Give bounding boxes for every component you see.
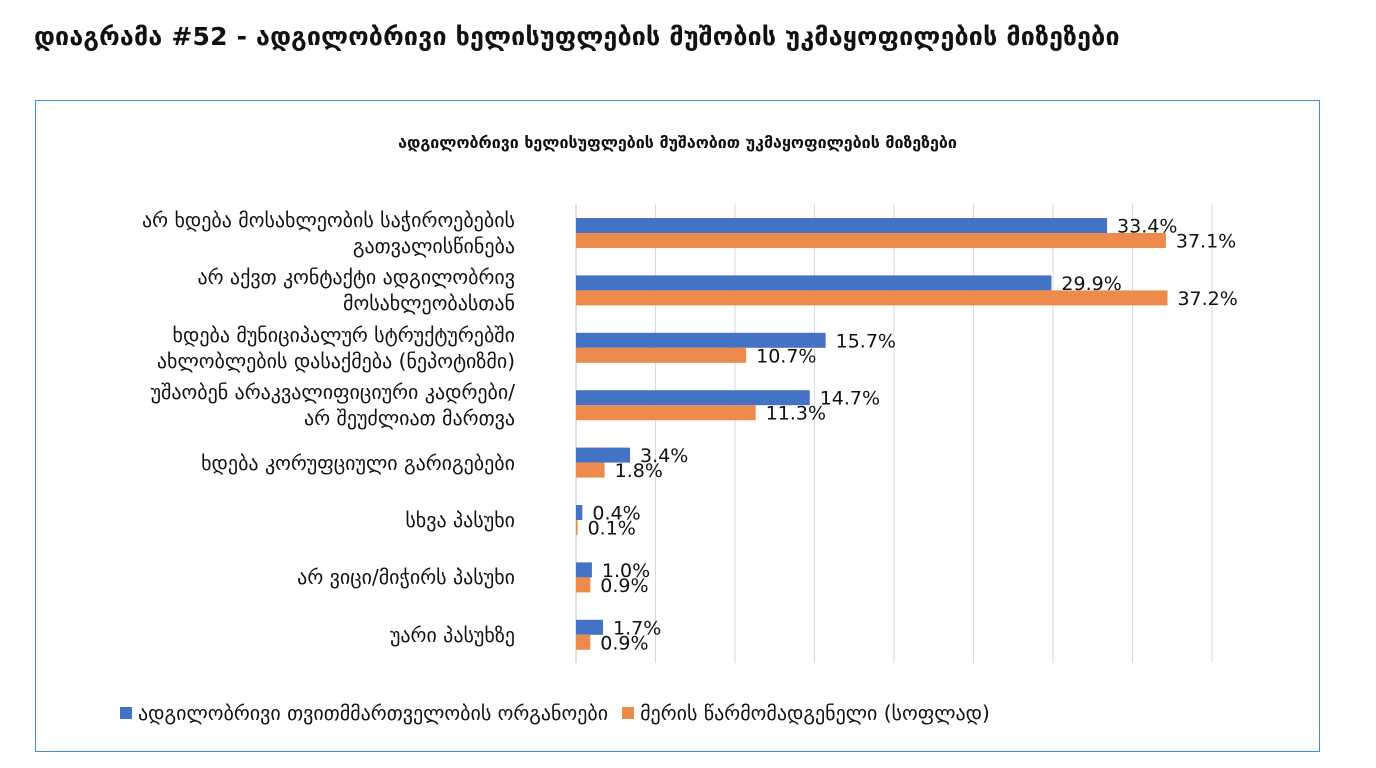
data-label-series-1-cat-3: 15.7% bbox=[836, 330, 896, 352]
legend-swatch-series-1 bbox=[120, 707, 132, 719]
data-label-series-1-cat-6: 0.4% bbox=[592, 503, 640, 525]
data-label-series-2-cat-7: 0.9% bbox=[600, 575, 648, 597]
bar-series-2-cat-8 bbox=[576, 634, 591, 650]
bar-series-1-cat-3 bbox=[576, 332, 826, 348]
chart-frame: ადგილობრივი ხელისუფლების მუშაობით უკმაყო… bbox=[35, 100, 1320, 752]
bar-series-1-cat-7 bbox=[576, 562, 592, 578]
category-label-line: არ ვიცი/მიჭირს პასუხი bbox=[297, 565, 515, 590]
bar-series-2-cat-2 bbox=[576, 290, 1168, 306]
bar-series-2-cat-6 bbox=[576, 520, 578, 535]
category-label-1: არ ხდება მოსახლეობის საჭიროებების გათვალი… bbox=[142, 207, 515, 259]
category-label-line: არ შეუძლიათ მართვა bbox=[304, 406, 515, 431]
category-label-line: ხდება კორუფციული გარიგებები bbox=[201, 450, 515, 475]
data-label-series-2-cat-8: 0.9% bbox=[600, 632, 648, 654]
data-label-series-2-cat-4: 11.3% bbox=[766, 403, 826, 425]
data-label-series-1-cat-1: 33.4% bbox=[1117, 216, 1177, 238]
bar-series-2-cat-7 bbox=[576, 577, 591, 593]
data-label-series-1-cat-4: 14.7% bbox=[820, 388, 880, 410]
data-label-series-2-cat-6: 0.1% bbox=[588, 518, 636, 540]
category-label-line: ხდება მუნიციპალურ სტრუქტურებში bbox=[172, 322, 515, 347]
category-label-6: სხვა პასუხი bbox=[405, 507, 515, 533]
page-title: დიაგრამა #52 - ადგილობრივი ხელისუფლების … bbox=[34, 22, 1120, 51]
data-label-series-1-cat-8: 1.7% bbox=[613, 617, 661, 639]
data-label-series-1-cat-2: 29.9% bbox=[1061, 273, 1121, 295]
bar-plot: 33.4% 29.9% 15.7% 14.7% 3.4% 0.4% 1.0% 1.7% 37.1… bbox=[575, 204, 1238, 663]
legend: ადგილობრივი თვითმმართველობის ორგანოები მ… bbox=[120, 701, 1004, 725]
category-label-line: უშაობენ არაკვალიფიციური კადრები/ bbox=[150, 380, 515, 405]
data-label-series-1-cat-7: 1.0% bbox=[602, 560, 650, 582]
category-label-5: ხდება კორუფციული გარიგებები bbox=[201, 450, 515, 476]
category-label-2: არ აქვთ კონტაქტი ადგილობრივ მოსახლეობასთა… bbox=[197, 264, 515, 316]
category-label-line: უარი პასუხზე bbox=[389, 622, 515, 647]
bar-series-2-cat-4 bbox=[576, 405, 756, 421]
legend-item-series-1: ადგილობრივი თვითმმართველობის ორგანოები bbox=[120, 701, 608, 725]
bar-series-1-cat-4 bbox=[576, 390, 810, 406]
category-label-line: მოსახლეობასთან bbox=[343, 291, 515, 316]
chart-title: ადგილობრივი ხელისუფლების მუშაობით უკმაყო… bbox=[398, 133, 957, 152]
data-label-series-2-cat-2: 37.2% bbox=[1177, 288, 1237, 310]
bar-series-1-cat-2 bbox=[576, 275, 1052, 291]
data-label-series-1-cat-5: 3.4% bbox=[640, 445, 688, 467]
category-label-line: არ ხდება მოსახლეობის საჭიროებების bbox=[142, 208, 515, 232]
category-label-3: ხდება მუნიციპალურ სტრუქტურებში ახლობლების… bbox=[157, 322, 515, 374]
category-label-line: გათვალისწინება bbox=[352, 234, 515, 258]
data-label-series-2-cat-3: 10.7% bbox=[756, 345, 816, 367]
legend-swatch-series-2 bbox=[622, 707, 635, 719]
bar-series-1-cat-8 bbox=[576, 619, 604, 635]
category-label-line: სხვა პასუხი bbox=[405, 508, 515, 532]
bar-series-1-cat-6 bbox=[576, 505, 583, 520]
category-label-7: არ ვიცი/მიჭირს პასუხი bbox=[297, 564, 515, 590]
data-label-series-2-cat-5: 1.8% bbox=[615, 460, 663, 482]
legend-label-series-1: ადგილობრივი თვითმმართველობის ორგანოები bbox=[138, 701, 609, 725]
legend-label-series-2: მერის წარმომადგენელი (სოფლად) bbox=[640, 701, 990, 725]
data-label-series-2-cat-1: 37.1% bbox=[1176, 231, 1236, 253]
legend-item-series-2: მერის წარმომადგენელი (სოფლად) bbox=[622, 701, 990, 725]
bar-series-2-cat-5 bbox=[576, 462, 605, 478]
category-label-line: ახლობლების დასაქმება (ნეპოტიზმი) bbox=[156, 348, 515, 373]
category-label-line: არ აქვთ კონტაქტი ადგილობრივ bbox=[197, 265, 515, 290]
bar-series-1-cat-1 bbox=[576, 218, 1108, 233]
category-label-4: უშაობენ არაკვალიფიციური კადრები/არ შეუძლ… bbox=[151, 379, 515, 431]
bar-series-2-cat-3 bbox=[576, 347, 747, 363]
category-label-8: უარი პასუხზე bbox=[390, 622, 515, 648]
bar-series-1-cat-5 bbox=[576, 447, 631, 463]
bar-series-2-cat-1 bbox=[576, 233, 1166, 248]
